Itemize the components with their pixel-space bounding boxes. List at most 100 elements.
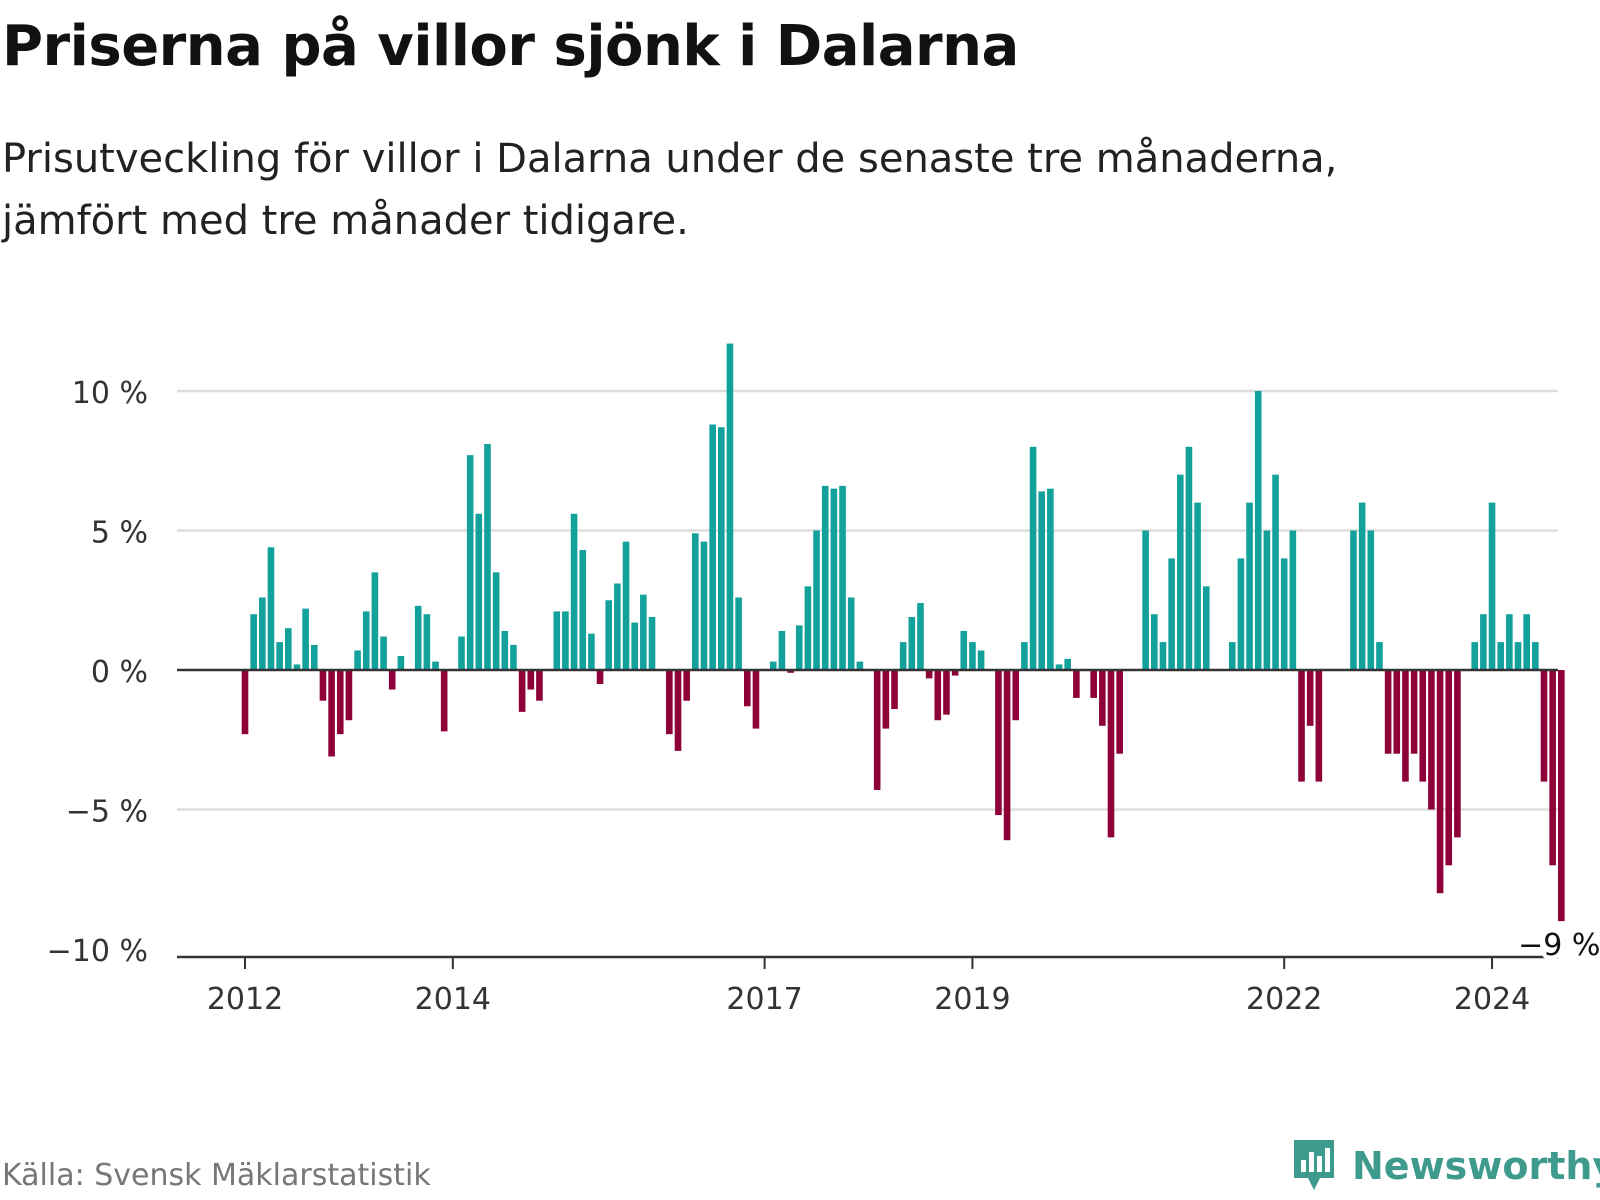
bar	[596, 670, 604, 684]
bar	[648, 616, 656, 670]
bar	[1436, 670, 1444, 894]
bar	[943, 670, 950, 715]
bar	[397, 656, 405, 670]
bar	[1306, 670, 1314, 726]
subtitle-line-1: Prisutveckling för villor i Dalarna unde…	[2, 136, 1338, 182]
bar	[302, 608, 309, 670]
bar	[1384, 670, 1392, 754]
bar	[1272, 474, 1279, 670]
bar	[1263, 530, 1271, 670]
bar	[769, 661, 777, 670]
bar	[1410, 670, 1418, 754]
bar	[830, 488, 838, 670]
bar	[709, 424, 716, 670]
x-tick-label: 2019	[934, 982, 1010, 1017]
gridlines	[177, 389, 1558, 811]
bar	[891, 670, 898, 710]
bar	[1055, 664, 1063, 670]
bar	[614, 583, 621, 670]
bar	[718, 427, 725, 670]
bar	[1064, 658, 1071, 670]
bar	[1558, 670, 1565, 922]
bar	[527, 670, 535, 690]
bar	[692, 533, 699, 670]
bar	[735, 597, 742, 670]
chart-title: Priserna på villor sjönk i Dalarna	[2, 14, 1019, 79]
bar	[743, 670, 751, 707]
bar	[440, 670, 448, 732]
bar	[579, 550, 587, 670]
bar	[1099, 670, 1106, 726]
bar	[1003, 670, 1011, 841]
bar	[1142, 530, 1149, 670]
bar	[778, 630, 786, 670]
bar	[1428, 670, 1435, 810]
bar	[562, 611, 569, 670]
bar	[250, 614, 257, 670]
bar	[917, 603, 924, 670]
subtitle-line-2: jämfört med tre månader tidigare.	[2, 198, 689, 244]
bar	[1454, 670, 1461, 838]
bar	[336, 670, 344, 735]
bar	[492, 572, 500, 670]
bar	[1480, 614, 1487, 670]
y-tick-label: 10 %	[72, 376, 148, 411]
bar	[1194, 502, 1201, 670]
x-tick-label: 2022	[1246, 982, 1322, 1017]
bar	[310, 644, 318, 670]
bar	[1038, 491, 1046, 670]
bar	[804, 586, 812, 670]
bar	[1151, 614, 1158, 670]
bar	[856, 661, 864, 670]
bar	[631, 622, 638, 670]
bar	[1107, 670, 1115, 838]
bar	[1367, 530, 1375, 670]
bar	[285, 628, 292, 670]
bar	[354, 650, 361, 670]
bar	[1228, 642, 1236, 670]
bar	[293, 664, 301, 670]
bar	[380, 636, 387, 670]
bar	[1350, 530, 1357, 670]
bar	[951, 670, 959, 676]
bar	[899, 642, 907, 670]
brand-logo: Newsworthy	[1290, 1138, 1600, 1194]
y-tick-label: −10 %	[47, 934, 148, 969]
bar	[683, 670, 690, 701]
bar	[475, 513, 483, 670]
bar	[752, 670, 760, 729]
bar	[1488, 502, 1496, 670]
x-tick-label: 2014	[415, 982, 491, 1017]
bar	[1315, 670, 1323, 782]
bar	[674, 670, 682, 751]
bar	[821, 485, 829, 670]
bar	[813, 530, 820, 670]
bar	[423, 614, 431, 670]
x-tick-label: 2024	[1454, 982, 1530, 1017]
bar	[1419, 670, 1427, 782]
bar	[328, 670, 335, 757]
bar	[241, 670, 249, 735]
bar	[726, 343, 734, 670]
bar	[1402, 670, 1409, 782]
brand-name: Newsworthy	[1352, 1144, 1600, 1188]
y-tick-label: 5 %	[91, 516, 148, 551]
bar	[1471, 642, 1479, 670]
bar	[882, 670, 890, 729]
bar	[1047, 488, 1054, 670]
bar	[1523, 614, 1530, 670]
bar	[1159, 642, 1167, 670]
bar	[1254, 391, 1262, 670]
axis-labels: 10 % 5 % 0 % −5 % −10 % 2012 2014 2017 2019 2022 2…	[47, 376, 1600, 1017]
bar	[1549, 670, 1556, 866]
bar	[345, 670, 353, 721]
bar	[1497, 642, 1504, 670]
bar	[1168, 558, 1175, 670]
newsworthy-logo-icon	[1294, 1140, 1334, 1190]
bar	[995, 670, 1002, 816]
bar	[787, 670, 794, 673]
bar	[458, 636, 465, 670]
last-value-label: −9 %	[1518, 928, 1600, 963]
y-tick-label: −5 %	[66, 795, 148, 830]
bar	[873, 670, 881, 790]
